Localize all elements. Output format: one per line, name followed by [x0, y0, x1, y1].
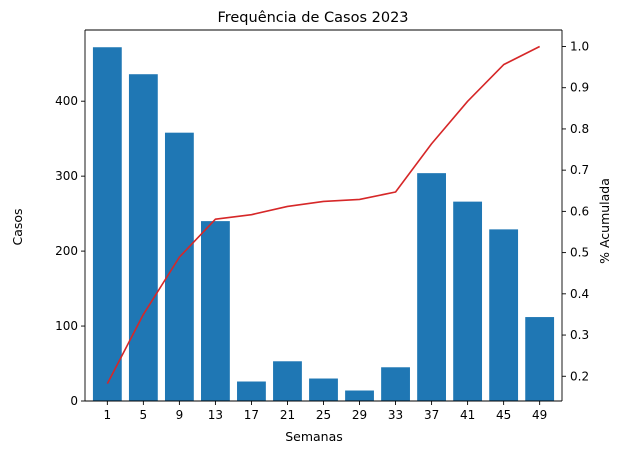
- cumulative-percent-line: [106, 45, 541, 385]
- bar-week-25: [309, 378, 338, 401]
- bar-week-41: [453, 201, 483, 401]
- x-tick-label: 5: [140, 408, 148, 422]
- y2-tick-label: 0.7: [570, 163, 589, 177]
- bar-week-5: [128, 74, 158, 401]
- bar-week-21: [273, 361, 302, 401]
- y-tick-label: 100: [55, 319, 78, 333]
- bar-week-13: [201, 221, 230, 401]
- x-tick-label: 1: [104, 408, 112, 422]
- x-tick-label: 21: [280, 408, 295, 422]
- x-tick-label: 29: [352, 408, 367, 422]
- cumulative-line-layer: [106, 45, 541, 385]
- x-tick-label: 17: [244, 408, 259, 422]
- x-tick-label: 13: [208, 408, 223, 422]
- bar-week-33: [381, 367, 410, 401]
- y2-tick-label: 1.0: [570, 39, 589, 53]
- y2-tick-label: 0.5: [570, 246, 589, 260]
- bar-week-17: [237, 381, 266, 401]
- bar-week-1: [92, 47, 122, 402]
- x-axis-label: Semanas: [285, 429, 343, 444]
- x-tick-label: 49: [532, 408, 547, 422]
- axes-layer: 1 5 9 13 17 21 25 29 33 37 41 45 49 0 100 200 300 400 0.2 0…: [55, 29, 589, 422]
- y2-tick-label: 0.3: [570, 328, 589, 342]
- y2-tick-label: 0.2: [570, 369, 589, 383]
- bar-week-29: [345, 390, 374, 401]
- x-tick-label: 41: [460, 408, 475, 422]
- y2-tick-label: 0.4: [570, 287, 589, 301]
- y2-tick-label: 0.9: [570, 81, 589, 95]
- bar-week-45: [489, 229, 519, 401]
- y2-axis-label: % Acumulada: [597, 178, 612, 264]
- y-tick-label: 200: [55, 244, 78, 258]
- y-axis-label: Casos: [10, 208, 25, 245]
- x-tick-label: 25: [316, 408, 331, 422]
- bars-layer: [92, 47, 555, 402]
- x-tick-label: 45: [496, 408, 511, 422]
- chart-title: Frequência de Casos 2023: [217, 10, 408, 26]
- x-tick-label: 33: [388, 408, 403, 422]
- x-tick-label: 9: [176, 408, 184, 422]
- bar-week-49: [525, 317, 555, 401]
- y-tick-label: 400: [55, 94, 78, 108]
- bar-week-9: [164, 132, 194, 401]
- y2-tick-label: 0.6: [570, 204, 589, 218]
- y-tick-label: 0: [70, 394, 78, 408]
- y-tick-label: 300: [55, 169, 78, 183]
- y2-tick-label: 0.8: [570, 122, 589, 136]
- x-tick-label: 37: [424, 408, 439, 422]
- bar-week-37: [417, 173, 446, 401]
